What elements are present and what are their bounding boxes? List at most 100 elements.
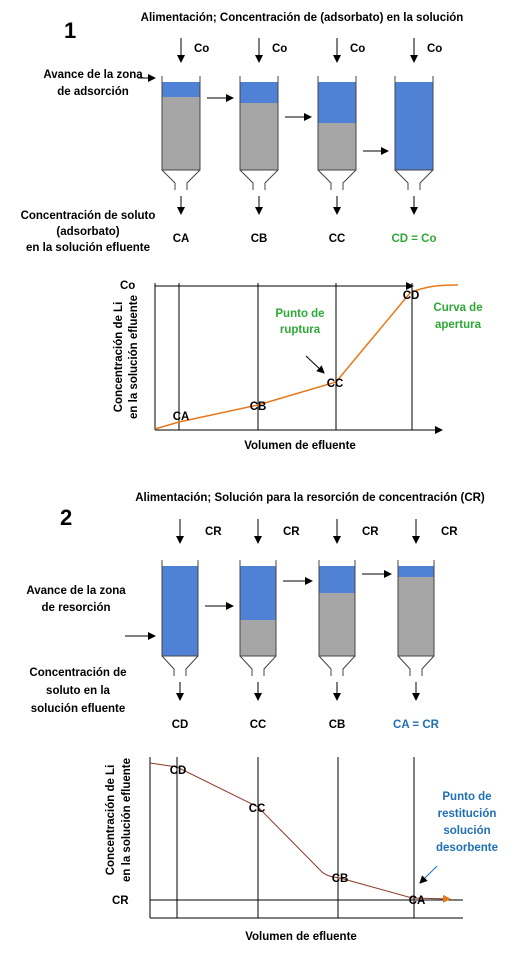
breakthrough-chart: Co CA CB CC CD Punto de ruptura Curva de… [113, 280, 483, 452]
section-number-1: 1 [64, 18, 76, 43]
column-funnel [394, 169, 434, 190]
zone-label-2-line2: de resorción [41, 602, 110, 614]
feed-label: CR [283, 526, 300, 538]
chart2-y-label-line2: en la solución efluente [121, 758, 133, 882]
adsorption-column-4: Co CD = Co [391, 38, 442, 245]
column-funnel [161, 169, 201, 190]
column-wall [239, 560, 277, 657]
chart2-x-label: Volumen de efluente [245, 931, 357, 943]
columns-row-1: Co CA Co CB Co CC Co CD = Co [161, 38, 442, 245]
elution-curve [149, 762, 451, 903]
chart2-cr-label: CR [112, 895, 129, 907]
column-solution-zone [395, 82, 433, 170]
column-adsorbent-zone [240, 103, 278, 170]
chart1-x-label: Volumen de efluente [244, 440, 356, 452]
column-wall [239, 76, 279, 171]
chart1-point-cd: CD [403, 290, 420, 302]
outlet-label: CB [329, 719, 346, 731]
breakthrough-label-line2: ruptura [280, 324, 321, 336]
column-adsorbent-zone [162, 97, 200, 170]
adsorption-column-2: Co CB [239, 38, 312, 245]
zone-label-2-line1: Avance de la zona [26, 585, 126, 597]
feed-title-2: Alimentación; Solución para la resorción… [135, 492, 485, 504]
effluent-label-2-line3: solución efluente [31, 703, 126, 715]
outlet-label: CC [250, 719, 267, 731]
column-wall [161, 560, 199, 657]
restitution-pointer [419, 865, 438, 884]
zone-label-1-line2: de adsorción [57, 86, 129, 98]
feed-label: CR [441, 526, 458, 538]
effluent-label-1-line3: en la solución efluente [26, 242, 150, 254]
outlet-label: CA [173, 233, 190, 245]
feed-label: CR [362, 526, 379, 538]
outlet-label: CD = Co [391, 233, 436, 245]
effluent-label-2-line2: soluto en la [46, 685, 111, 697]
chart2-y-label-line1: Concentración de Li [105, 765, 117, 876]
column-solution-zone [162, 82, 200, 97]
desorption-column-4: CR CA = CR [393, 519, 458, 731]
chart1-y-label-line2: en la solución efluente [128, 295, 140, 419]
column-solution-zone [240, 566, 276, 620]
column-wall [397, 560, 435, 657]
column-funnel [318, 655, 356, 676]
column-funnel [397, 655, 435, 676]
column-funnel [161, 655, 199, 676]
breakthrough-pointer [305, 355, 325, 374]
feed-label: Co [194, 43, 209, 55]
curve-label-line2: apertura [435, 319, 482, 331]
column-solution-zone [318, 82, 356, 123]
feed-title-1: Alimentación; Concentración de (adsorbat… [141, 12, 464, 24]
column-wall [394, 76, 434, 171]
column-adsorbent-zone [319, 593, 355, 656]
restitution-label-line1: Punto de [442, 791, 491, 803]
breakthrough-label-line1: Punto de [275, 308, 324, 320]
chart2-point-cd: CD [170, 765, 187, 777]
desorption-column-3: CR CB [318, 519, 392, 731]
effluent-label-2-line1: Concentración de [29, 667, 126, 679]
column-wall [317, 76, 357, 171]
column-wall [161, 76, 201, 171]
curve-label-line1: Curva de [433, 302, 482, 314]
chart1-co-label: Co [120, 280, 135, 292]
outlet-label: CD [172, 719, 189, 731]
columns-row-2: CR CD CR CC CR CB CR CA = CR [161, 519, 458, 731]
column-wall [318, 560, 356, 657]
outlet-label: CA = CR [393, 719, 440, 731]
chart1-y-label-line1: Concentración de Li [113, 302, 125, 413]
chart2-point-cb: CB [332, 873, 349, 885]
restitution-label-line2: restitución [438, 808, 497, 820]
elution-chart: CR CD CC CB CA Punto de restitución solu… [105, 757, 498, 943]
feed-label: CR [205, 526, 222, 538]
column-adsorbent-zone [398, 577, 434, 656]
column-funnel [317, 169, 357, 190]
breakthrough-curve [154, 284, 459, 430]
column-solution-zone [398, 566, 434, 577]
feed-label: Co [427, 43, 442, 55]
desorption-column-1: CR CD [161, 519, 234, 731]
column-adsorbent-zone [318, 123, 356, 170]
zone-label-1-line1: Avance de la zona [43, 69, 143, 81]
section-number-2: 2 [60, 505, 72, 530]
outlet-label: CB [251, 233, 268, 245]
desorption-column-2: CR CC [239, 519, 313, 731]
column-solution-zone [319, 566, 355, 593]
restitution-label-line4: desorbente [436, 842, 498, 854]
column-solution-zone [162, 566, 198, 656]
column-funnel [239, 169, 279, 190]
chart1-point-cc: CC [327, 378, 344, 390]
effluent-label-1-line1: Concentración de soluto [21, 210, 156, 222]
outlet-label: CC [329, 233, 346, 245]
chart1-point-cb: CB [250, 401, 267, 413]
column-adsorbent-zone [240, 620, 276, 656]
column-solution-zone [240, 82, 278, 103]
adsorption-column-1: Co CA [161, 38, 234, 245]
chart1-point-ca: CA [173, 411, 190, 423]
feed-label: Co [272, 43, 287, 55]
restitution-label-line3: solución [443, 825, 490, 837]
chart2-point-cc: CC [249, 803, 266, 815]
column-funnel [239, 655, 277, 676]
chart2-point-ca: CA [409, 895, 426, 907]
effluent-label-1-line2: (adsorbato) [56, 226, 119, 238]
feed-label: Co [350, 43, 365, 55]
